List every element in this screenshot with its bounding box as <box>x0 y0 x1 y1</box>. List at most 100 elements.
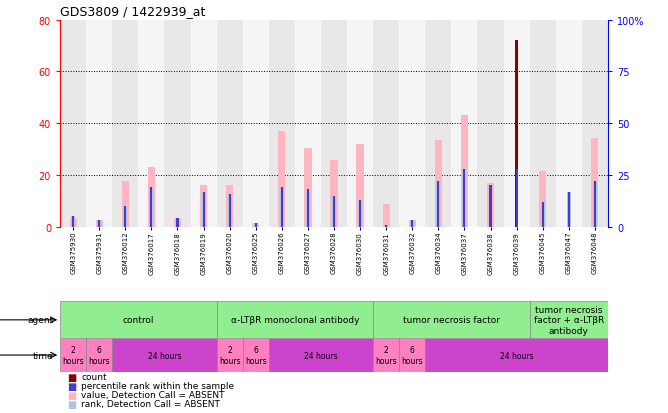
Bar <box>200 186 207 227</box>
Bar <box>71 217 75 227</box>
Bar <box>566 192 570 227</box>
Bar <box>202 192 204 227</box>
Bar <box>150 188 152 227</box>
Bar <box>255 223 257 227</box>
Bar <box>112 21 138 227</box>
Bar <box>124 206 126 227</box>
Bar <box>488 186 492 227</box>
Bar <box>307 190 309 227</box>
Text: value, Detection Call = ABSENT: value, Detection Call = ABSENT <box>81 390 225 399</box>
Bar <box>399 21 426 227</box>
Bar <box>164 21 190 227</box>
Bar <box>516 169 518 227</box>
Bar <box>176 219 180 227</box>
Text: GDS3809 / 1422939_at: GDS3809 / 1422939_at <box>60 5 206 18</box>
Bar <box>556 21 582 227</box>
Bar <box>281 188 283 227</box>
Bar <box>148 167 155 227</box>
Bar <box>98 221 100 227</box>
Bar <box>347 21 373 227</box>
Bar <box>373 21 399 227</box>
Bar <box>122 182 129 227</box>
Bar <box>138 21 164 227</box>
Bar <box>226 186 233 227</box>
Bar <box>96 221 103 227</box>
Bar <box>411 221 413 227</box>
Bar <box>504 21 530 227</box>
Bar <box>409 221 416 227</box>
Bar <box>435 140 442 227</box>
Bar <box>332 196 336 227</box>
Bar <box>593 182 597 227</box>
Bar <box>269 339 373 372</box>
Bar <box>384 225 388 227</box>
Bar <box>295 21 321 227</box>
Bar <box>461 116 468 227</box>
Bar <box>540 202 544 227</box>
Text: ■: ■ <box>67 381 76 391</box>
Bar <box>252 223 259 227</box>
Bar <box>254 223 258 227</box>
Bar <box>60 21 86 227</box>
Bar <box>436 182 440 227</box>
Bar <box>568 192 570 227</box>
Text: 24 hours: 24 hours <box>304 351 338 360</box>
Bar <box>438 182 440 227</box>
Bar <box>72 217 74 227</box>
Bar <box>333 196 335 227</box>
Text: 2
hours: 2 hours <box>219 346 240 365</box>
Bar <box>490 186 492 227</box>
Bar <box>190 21 216 227</box>
Bar <box>216 339 242 372</box>
Bar <box>242 339 269 372</box>
Bar <box>112 339 216 372</box>
Bar <box>150 188 154 227</box>
Bar <box>426 339 608 372</box>
Text: tumor necrosis factor: tumor necrosis factor <box>403 316 500 325</box>
Text: α-LTβR monoclonal antibody: α-LTβR monoclonal antibody <box>230 316 359 325</box>
Bar <box>86 339 112 372</box>
Text: count: count <box>81 372 107 381</box>
Bar <box>358 200 362 227</box>
Bar <box>280 188 284 227</box>
Bar <box>228 194 230 227</box>
Text: agent: agent <box>27 316 53 325</box>
Text: control: control <box>123 316 154 325</box>
Text: ■: ■ <box>67 399 76 409</box>
Bar <box>530 21 556 227</box>
Bar <box>331 161 337 227</box>
Bar <box>216 301 373 339</box>
Bar <box>542 202 544 227</box>
Text: 2
hours: 2 hours <box>375 346 397 365</box>
Bar <box>60 301 216 339</box>
Bar <box>357 145 364 227</box>
Bar <box>373 301 530 339</box>
Bar <box>216 21 242 227</box>
Bar <box>304 149 311 227</box>
Bar <box>410 221 414 227</box>
Bar <box>385 225 387 227</box>
Bar <box>176 219 178 227</box>
Bar <box>426 21 452 227</box>
Bar <box>539 171 546 227</box>
Bar <box>464 169 466 227</box>
Bar <box>228 194 232 227</box>
Text: ■: ■ <box>67 372 76 382</box>
Bar <box>591 138 599 227</box>
Bar <box>124 206 128 227</box>
Bar <box>373 339 399 372</box>
Text: 2
hours: 2 hours <box>62 346 84 365</box>
Bar <box>174 219 181 227</box>
Text: rank, Detection Call = ABSENT: rank, Detection Call = ABSENT <box>81 399 220 408</box>
Bar <box>86 21 112 227</box>
Text: 6
hours: 6 hours <box>245 346 267 365</box>
Bar <box>530 301 608 339</box>
Bar <box>278 132 285 227</box>
Bar <box>321 21 347 227</box>
Text: 6
hours: 6 hours <box>88 346 110 365</box>
Bar <box>582 21 608 227</box>
Bar <box>306 190 310 227</box>
Text: 24 hours: 24 hours <box>500 351 534 360</box>
Text: ■: ■ <box>67 390 76 400</box>
Bar <box>60 339 86 372</box>
